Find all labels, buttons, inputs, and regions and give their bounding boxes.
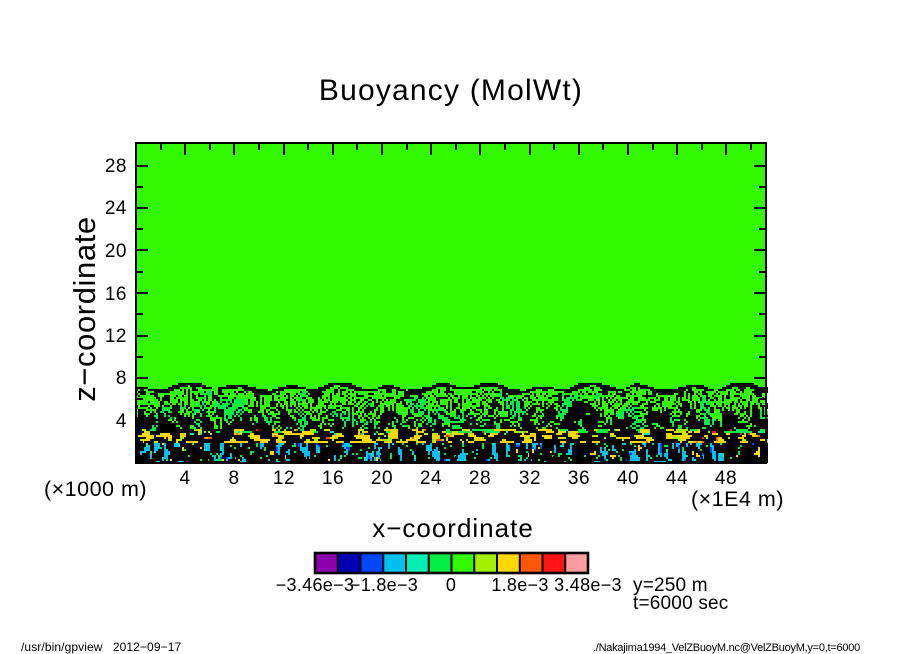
svg-text:/usr/bin/gpview 2012−09−17: /usr/bin/gpview 2012−09−17 [21,640,181,654]
svg-text:Buoyancy (MolWt): Buoyancy (MolWt) [319,74,583,107]
svg-text:4: 4 [179,468,190,489]
svg-text:x−coordinate: x−coordinate [372,513,534,543]
svg-text:t=6000 sec: t=6000 sec [633,593,729,614]
svg-text:16: 16 [105,284,127,305]
svg-text:z−coordinate: z−coordinate [67,216,102,402]
svg-text:(×1E4 m): (×1E4 m) [691,487,784,511]
svg-text:−3.46e−3: −3.46e−3 [276,575,354,595]
svg-text:4: 4 [116,411,127,432]
svg-text:y=250 m: y=250 m [633,575,708,596]
svg-text:12: 12 [105,326,127,347]
svg-text:24: 24 [420,468,442,489]
svg-text:16: 16 [322,468,344,489]
svg-text:20: 20 [105,241,127,262]
svg-text:1.8e−3: 1.8e−3 [491,575,548,595]
svg-text:./Nakajima1994_VelZBuoyM.nc@Ve: ./Nakajima1994_VelZBuoyM.nc@VelZBuoyM,y=… [593,642,860,654]
svg-text:(×1000 m): (×1000 m) [44,477,147,501]
svg-text:−1.8e−3: −1.8e−3 [350,575,418,595]
svg-text:48: 48 [715,468,737,489]
svg-text:12: 12 [273,468,295,489]
svg-text:32: 32 [519,468,541,489]
svg-text:3.48e−3: 3.48e−3 [554,575,622,595]
svg-text:28: 28 [105,156,127,177]
svg-text:8: 8 [228,468,239,489]
svg-text:8: 8 [116,368,127,389]
svg-text:24: 24 [105,198,127,219]
svg-text:36: 36 [568,468,590,489]
svg-text:44: 44 [666,468,688,489]
svg-text:20: 20 [371,468,393,489]
svg-text:0: 0 [446,575,456,595]
svg-text:28: 28 [469,468,491,489]
svg-text:40: 40 [617,468,639,489]
